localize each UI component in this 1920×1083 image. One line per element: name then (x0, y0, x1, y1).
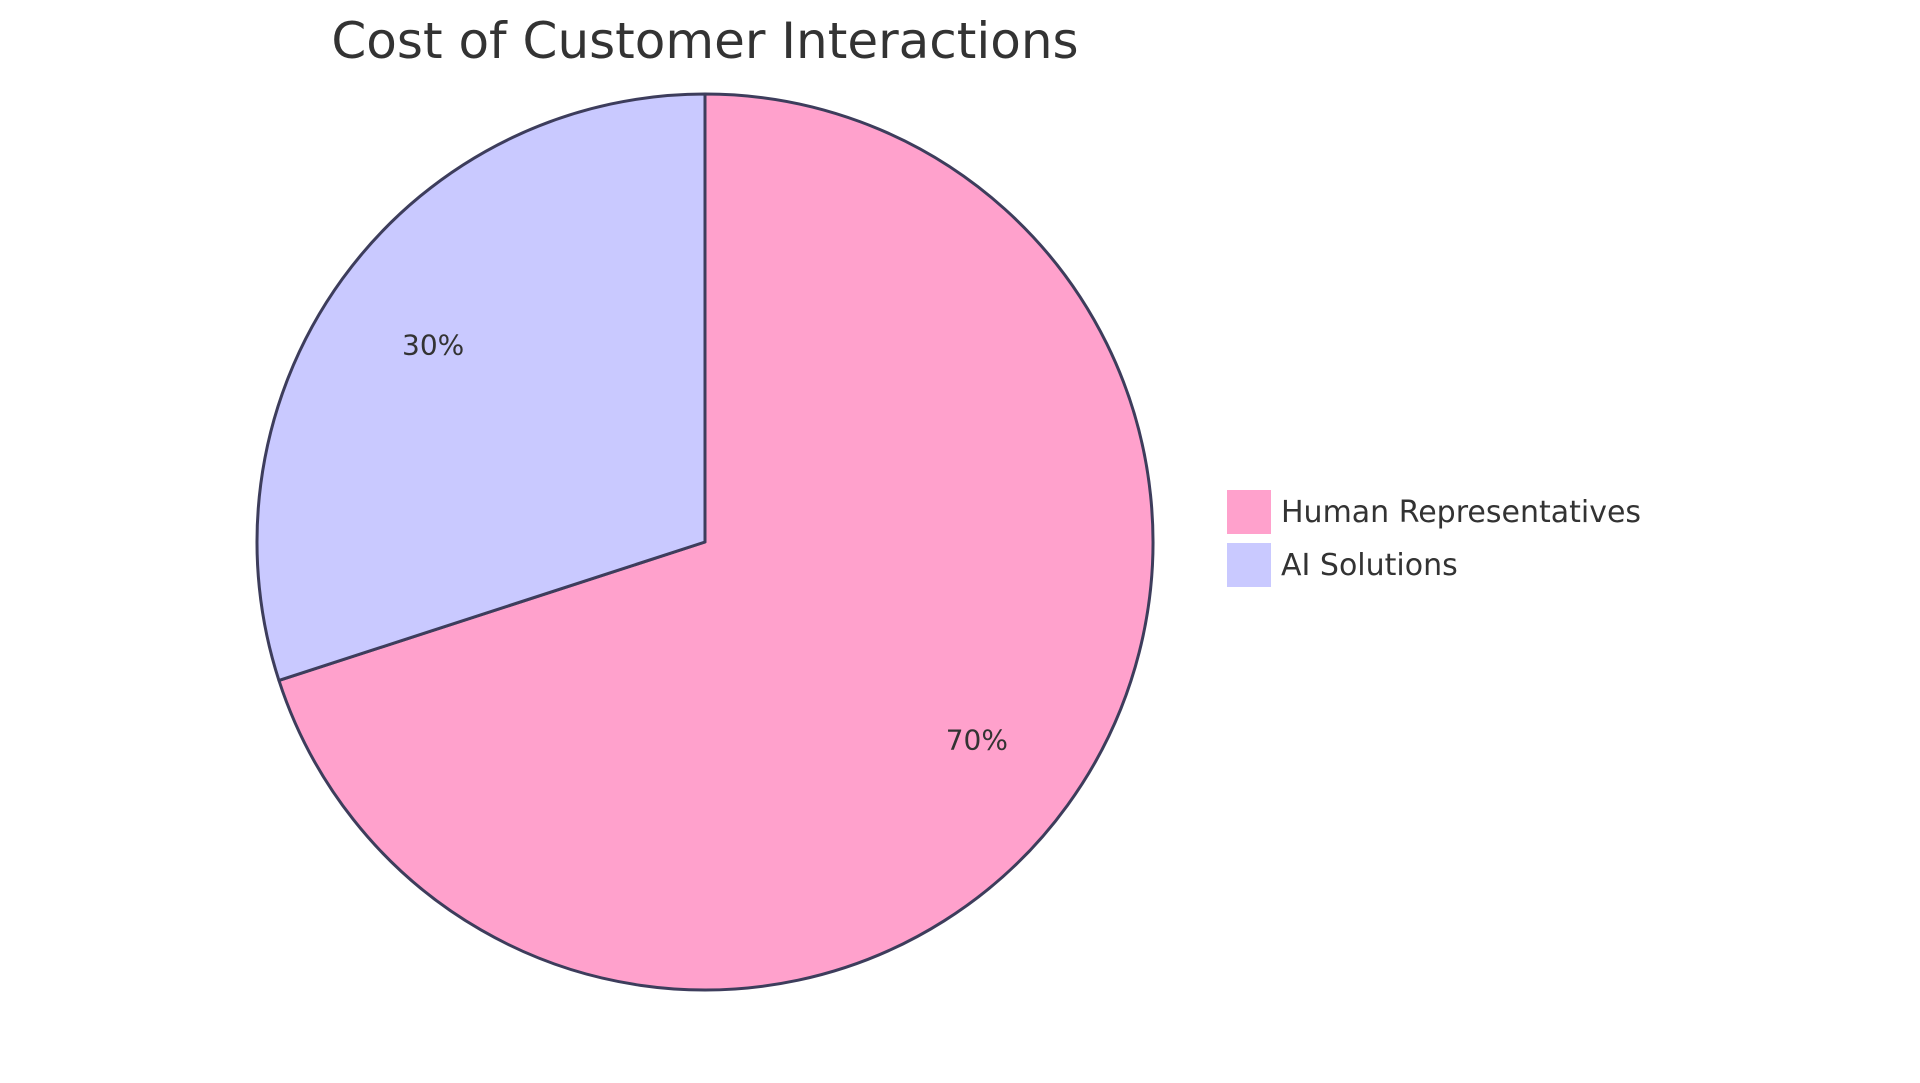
legend-label: AI Solutions (1281, 548, 1458, 583)
pie-slice-human-representatives (277, 92, 1155, 992)
pie-slice-ai-solutions (255, 92, 707, 682)
pie-slice-labels: 70% 30% (402, 329, 1008, 757)
legend-swatch (1227, 490, 1271, 534)
slice-percent-label: 70% (946, 723, 1008, 756)
slice-percent-label: 30% (402, 329, 464, 362)
pie-slices (255, 92, 1155, 992)
chart-title: Cost of Customer Interactions (331, 12, 1078, 70)
legend-swatch (1227, 543, 1271, 587)
legend: Human Representatives AI Solutions (1227, 490, 1641, 587)
legend-label: Human Representatives (1281, 495, 1641, 530)
